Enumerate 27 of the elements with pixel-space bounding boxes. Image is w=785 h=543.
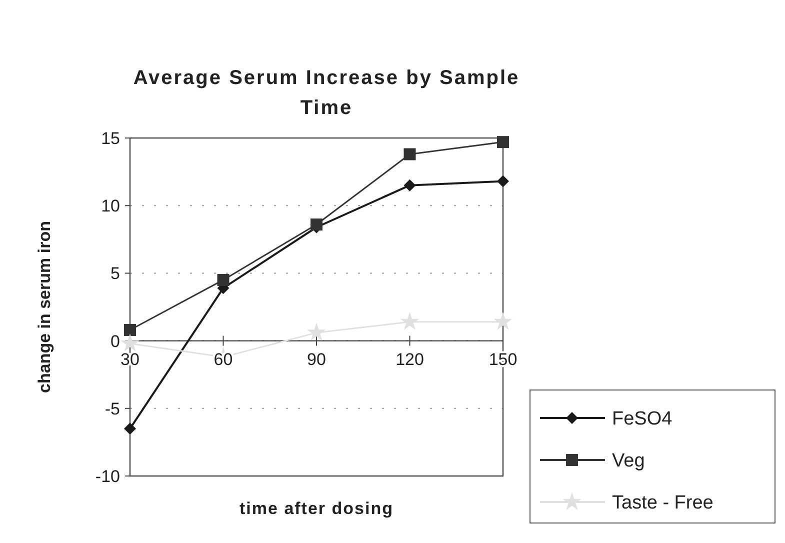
- point: [124, 422, 136, 435]
- chart-title: Average Serum Increase by Sample Time: [133, 67, 520, 119]
- y-tick-label: -5: [104, 399, 120, 418]
- point: [310, 218, 322, 231]
- point: [307, 322, 326, 341]
- y-tick-label: 10: [101, 196, 120, 216]
- point: [497, 175, 509, 188]
- y-tick-label: -10: [95, 466, 120, 486]
- x-tick-label: 90: [307, 350, 326, 369]
- y-tick-label: 15: [101, 128, 120, 148]
- x-tick-label: 60: [214, 350, 233, 369]
- point: [497, 136, 509, 148]
- point: [404, 148, 416, 160]
- point: [404, 179, 416, 192]
- point: [124, 324, 136, 336]
- legend-label: Veg: [612, 450, 645, 472]
- x-axis-title: time after dosing: [240, 499, 394, 518]
- point: [400, 312, 420, 330]
- y-tick-label: 5: [110, 264, 120, 284]
- x-tick-label: 120: [396, 350, 424, 369]
- point: [120, 334, 140, 352]
- y-tick-label: 0: [110, 332, 120, 351]
- legend-label: Taste - Free: [612, 492, 714, 514]
- legend-label: FeSO4: [612, 408, 673, 430]
- point: [217, 274, 230, 286]
- y-axis-title: change in serum iron: [35, 221, 54, 393]
- point: [494, 312, 512, 330]
